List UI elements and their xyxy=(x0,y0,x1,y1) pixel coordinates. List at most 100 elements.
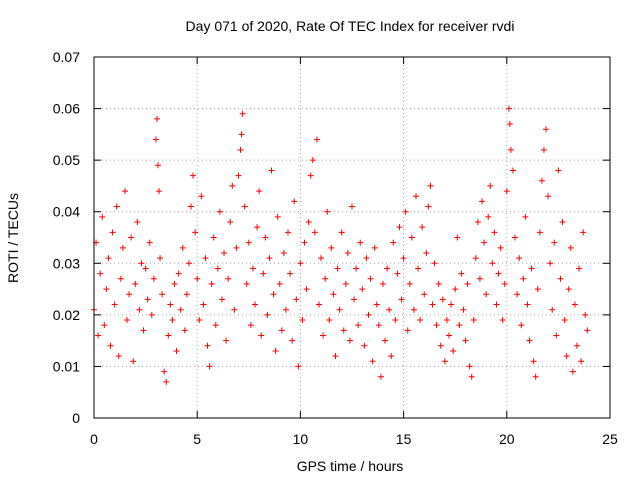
data-point xyxy=(349,203,355,210)
data-point xyxy=(342,280,349,287)
data-point xyxy=(520,275,527,282)
x-axis-title: GPS time / hours xyxy=(297,458,404,474)
data-point xyxy=(549,306,556,313)
data-point xyxy=(534,286,541,293)
data-point xyxy=(474,219,481,226)
data-point xyxy=(181,327,188,334)
data-point xyxy=(221,249,228,256)
data-point xyxy=(415,265,422,272)
data-point xyxy=(218,296,225,303)
data-point xyxy=(503,188,510,195)
data-point xyxy=(384,265,391,272)
data-point xyxy=(185,260,192,267)
data-point xyxy=(561,317,568,324)
data-point xyxy=(472,255,479,262)
grid-lines xyxy=(94,57,610,418)
data-point xyxy=(144,296,151,303)
data-point xyxy=(506,121,513,128)
data-point xyxy=(249,265,256,272)
x-tick-label: 0 xyxy=(90,431,98,447)
chart-title: Day 071 of 2020, Rate Of TEC Index for r… xyxy=(186,18,515,34)
data-point xyxy=(175,270,182,277)
data-point xyxy=(452,286,459,293)
data-point xyxy=(435,280,442,287)
data-point xyxy=(332,353,339,360)
data-point xyxy=(516,255,523,262)
data-point xyxy=(386,306,393,313)
data-point xyxy=(446,332,453,339)
data-point xyxy=(557,275,564,282)
data-point xyxy=(117,275,124,282)
data-point xyxy=(97,270,104,277)
data-point xyxy=(584,327,591,334)
data-point xyxy=(262,234,269,241)
data-point xyxy=(501,280,508,287)
data-point xyxy=(320,332,327,339)
data-point xyxy=(489,260,496,267)
data-point xyxy=(229,182,236,189)
data-point xyxy=(365,311,372,318)
data-point xyxy=(487,182,494,189)
data-point xyxy=(555,167,562,174)
data-point xyxy=(476,275,483,282)
data-point xyxy=(532,373,539,380)
data-point xyxy=(192,229,199,236)
data-point xyxy=(309,157,316,164)
data-point xyxy=(382,337,389,344)
data-point xyxy=(188,203,195,210)
data-point xyxy=(301,239,308,246)
data-point xyxy=(571,301,578,308)
data-point xyxy=(330,291,337,298)
data-point xyxy=(355,322,362,329)
data-point xyxy=(243,280,250,287)
data-point xyxy=(344,249,351,256)
data-point xyxy=(379,280,386,287)
x-tick-label: 25 xyxy=(602,431,618,447)
data-point xyxy=(456,322,463,329)
data-point xyxy=(206,363,213,370)
data-point xyxy=(233,244,240,251)
axes xyxy=(93,56,611,419)
data-point xyxy=(404,327,411,334)
data-point xyxy=(311,229,318,236)
data-point xyxy=(466,363,473,370)
data-point xyxy=(346,337,353,344)
data-point xyxy=(540,146,547,153)
data-point xyxy=(270,291,277,298)
data-point xyxy=(194,275,201,282)
data-point xyxy=(359,286,366,293)
data-point xyxy=(485,213,492,220)
data-point xyxy=(289,337,296,344)
data-point xyxy=(165,332,172,339)
data-point xyxy=(559,219,566,226)
data-point xyxy=(157,255,164,262)
data-point xyxy=(291,198,298,205)
data-point xyxy=(464,280,471,287)
data-point xyxy=(208,280,215,287)
data-point xyxy=(369,358,376,365)
data-point xyxy=(437,342,444,349)
data-point xyxy=(163,378,170,385)
x-tick-label: 20 xyxy=(499,431,515,447)
data-point xyxy=(212,322,219,329)
data-point xyxy=(530,358,537,365)
data-point xyxy=(338,229,345,236)
data-point xyxy=(578,358,585,365)
data-point xyxy=(569,368,576,375)
data-point xyxy=(161,368,168,375)
data-point xyxy=(468,373,475,380)
data-point xyxy=(103,286,110,293)
data-point xyxy=(260,270,267,277)
data-point xyxy=(256,188,263,195)
data-point xyxy=(462,337,469,344)
y-tick-labels: 0 0.01 0.02 0.03 0.04 0.05 0.06 0.07 xyxy=(53,49,80,426)
data-point xyxy=(293,296,300,303)
data-point xyxy=(499,317,506,324)
data-point xyxy=(429,301,436,308)
data-point xyxy=(177,306,184,313)
data-point xyxy=(340,327,347,334)
data-point xyxy=(159,291,166,298)
data-point xyxy=(505,105,512,112)
data-point xyxy=(264,311,271,318)
data-point xyxy=(239,110,246,117)
